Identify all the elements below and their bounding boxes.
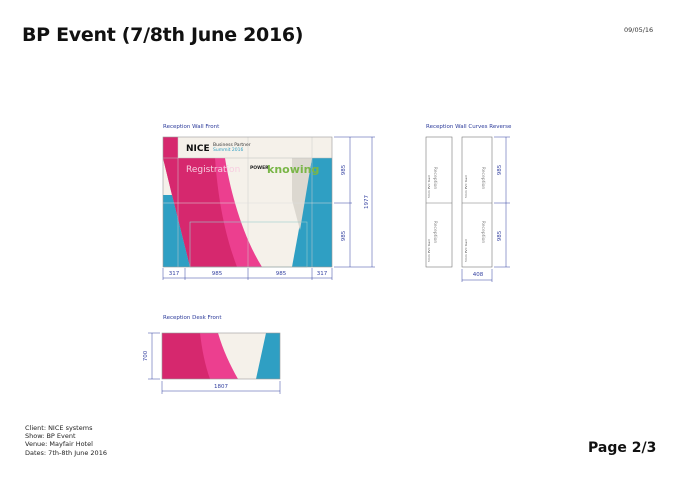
panel-note-2: 5mm PVC foam [427,239,431,262]
desk-dims [148,332,281,394]
desk-magenta-band [162,333,210,379]
wall-front-drawing: NICE Business Partner Summit 2016 Regist… [162,136,375,280]
wall-curves-drawing: Reception Reception Reception Reception … [425,136,510,282]
dim-total-height: 1977 [364,195,370,209]
mirrored-text-3: Reception [480,167,486,190]
dim-width-2: 985 [212,271,223,277]
page-number: Page 2/3 [588,440,657,456]
desk-drawing: 700 1807 [143,332,281,394]
panel-note-4: 5mm PVC foam [464,239,468,262]
curve-panel-right [461,136,493,268]
venue-name: Venue: Mayfair Hotel [25,440,93,449]
wall-height-dims [334,136,375,268]
dim-width-3: 985 [276,271,287,277]
page-title: BP Event (7/8th June 2016) [22,24,304,46]
client-info: Client: NICE systems Show: BP Event Venu… [25,424,107,457]
wall-curves-caption: Reception Wall Curves Reverse [426,124,512,130]
mirrored-text-1: Reception [432,167,438,190]
panel-note-3: 5mm PVC foam [464,175,468,198]
dim-height-1: 985 [341,164,347,175]
desk-dim-height: 700 [143,350,149,361]
wall-magenta-band [163,158,237,267]
nice-logo: NICE [186,144,210,154]
curve-dim-width: 408 [473,272,484,278]
desk-blue-band [256,333,280,379]
panel-note-1: 5mm PVC foam [427,175,431,198]
registration-text: Registration [186,165,240,175]
brand-line-2: Summit 2016 [213,147,244,153]
show-name: Show: BP Event [25,432,76,441]
desk-caption: Reception Desk Front [163,315,222,321]
document-date: 09/05/16 [624,26,654,34]
power-logo-word: knowing [267,163,319,176]
client-name: Client: NICE systems [25,424,93,432]
mirrored-text-4: Reception [480,221,486,244]
brand-line-1: Business Partner [213,142,251,148]
curve-dims [461,136,510,282]
desk-dim-width: 1807 [214,384,228,390]
wall-magenta-header [163,137,178,158]
curve-panel-left [425,136,453,268]
wall-blue-left [163,195,190,267]
mirrored-text-2: Reception [432,221,438,244]
dim-width-1: 317 [169,271,180,277]
wall-front-caption: Reception Wall Front [163,124,220,130]
dim-width-4: 317 [317,271,328,277]
dim-height-2: 985 [341,230,347,241]
event-dates: Dates: 7th-8th June 2016 [25,448,107,457]
power-logo-prefix: POWER [250,165,269,171]
wall-grey-strip [292,158,312,230]
wall-width-dims [162,268,333,280]
curve-dim-height-1: 985 [497,164,503,175]
curve-dim-height-2: 985 [497,230,503,241]
